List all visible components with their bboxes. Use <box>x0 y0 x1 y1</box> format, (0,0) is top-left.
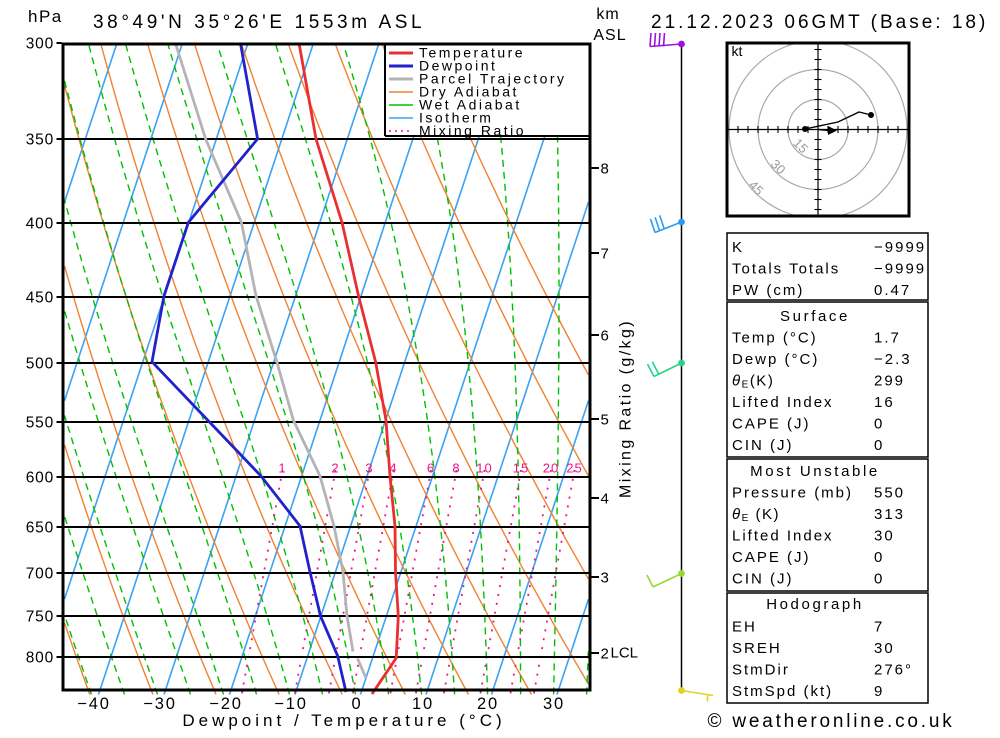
svg-text:PW (cm): PW (cm) <box>732 282 804 299</box>
svg-text:650: 650 <box>26 520 54 537</box>
svg-text:450: 450 <box>26 290 54 307</box>
svg-text:313: 313 <box>874 506 905 523</box>
svg-text:3: 3 <box>365 461 373 476</box>
svg-text:300: 300 <box>26 36 54 53</box>
svg-text:Parcel Trajectory: Parcel Trajectory <box>419 71 567 87</box>
svg-text:1.7: 1.7 <box>874 330 901 347</box>
svg-text:30: 30 <box>874 640 895 657</box>
svg-text:Lifted Index: Lifted Index <box>732 528 834 545</box>
svg-text:Hodograph: Hodograph <box>766 596 864 613</box>
svg-text:Mixing Ratio (g/kg): Mixing Ratio (g/kg) <box>618 319 635 498</box>
svg-text:Dewp (°C): Dewp (°C) <box>732 351 819 368</box>
svg-text:−10: −10 <box>274 695 307 713</box>
svg-text:ASL: ASL <box>593 27 626 44</box>
svg-text:Temp (°C): Temp (°C) <box>732 330 818 347</box>
svg-text:20: 20 <box>543 461 559 476</box>
svg-text:0: 0 <box>874 437 884 454</box>
svg-text:10: 10 <box>476 461 492 476</box>
svg-text:−9999: −9999 <box>874 239 926 256</box>
svg-text:CIN (J): CIN (J) <box>732 437 794 454</box>
svg-text:30: 30 <box>543 695 565 713</box>
svg-text:800: 800 <box>26 650 54 667</box>
svg-text:CIN (J): CIN (J) <box>732 571 794 588</box>
svg-text:1: 1 <box>278 461 286 476</box>
svg-text:550: 550 <box>874 485 905 502</box>
svg-text:6: 6 <box>427 461 435 476</box>
svg-text:2: 2 <box>601 646 609 663</box>
svg-text:θE (K): θE (K) <box>732 506 780 524</box>
svg-text:hPa: hPa <box>28 7 63 26</box>
svg-text:Wet Adiabat: Wet Adiabat <box>419 97 522 113</box>
svg-text:Dewpoint / Temperature (°C): Dewpoint / Temperature (°C) <box>182 711 505 730</box>
svg-text:−30: −30 <box>143 695 176 713</box>
svg-text:7: 7 <box>601 246 609 263</box>
svg-text:10: 10 <box>412 695 434 713</box>
svg-text:CAPE (J): CAPE (J) <box>732 549 811 566</box>
svg-text:15: 15 <box>513 461 529 476</box>
svg-text:StmSpd (kt): StmSpd (kt) <box>732 683 833 700</box>
svg-text:Pressure (mb): Pressure (mb) <box>732 485 853 502</box>
svg-text:9: 9 <box>874 683 884 700</box>
svg-text:276°: 276° <box>874 662 913 679</box>
svg-text:SREH: SREH <box>732 640 782 657</box>
svg-text:350: 350 <box>26 132 54 149</box>
svg-text:4: 4 <box>601 491 609 508</box>
svg-text:700: 700 <box>26 566 54 583</box>
svg-text:−9999: −9999 <box>874 261 926 278</box>
svg-text:30: 30 <box>874 528 895 545</box>
svg-text:0: 0 <box>874 571 884 588</box>
svg-text:Surface: Surface <box>780 308 850 325</box>
svg-text:Isotherm: Isotherm <box>419 110 493 126</box>
svg-text:StmDir: StmDir <box>732 662 790 679</box>
svg-text:km: km <box>596 6 619 23</box>
svg-text:4: 4 <box>389 461 397 476</box>
svg-text:Totals Totals: Totals Totals <box>732 261 840 278</box>
svg-text:299: 299 <box>874 373 905 390</box>
svg-text:5: 5 <box>601 412 609 429</box>
svg-text:500: 500 <box>26 356 54 373</box>
svg-text:θE(K): θE(K) <box>732 373 774 391</box>
svg-text:−20: −20 <box>209 695 242 713</box>
svg-text:0: 0 <box>352 695 363 713</box>
svg-text:kt: kt <box>732 43 743 59</box>
svg-text:550: 550 <box>26 415 54 432</box>
svg-text:21.12.2023 06GMT (Base: 18): 21.12.2023 06GMT (Base: 18) <box>651 12 988 33</box>
svg-text:25: 25 <box>566 461 582 476</box>
svg-text:8: 8 <box>452 461 460 476</box>
svg-text:Temperature: Temperature <box>419 45 525 61</box>
svg-text:© weatheronline.co.uk: © weatheronline.co.uk <box>707 711 954 732</box>
svg-text:600: 600 <box>26 470 54 487</box>
svg-text:16: 16 <box>874 394 895 411</box>
svg-text:2: 2 <box>331 461 339 476</box>
svg-text:Most Unstable: Most Unstable <box>750 463 880 480</box>
svg-text:3: 3 <box>601 570 609 587</box>
svg-text:Mixing Ratio: Mixing Ratio <box>419 123 526 139</box>
svg-text:−2.3: −2.3 <box>874 351 912 368</box>
svg-text:EH: EH <box>732 619 757 636</box>
svg-text:0: 0 <box>874 416 884 433</box>
svg-text:−40: −40 <box>77 695 110 713</box>
svg-text:0.47: 0.47 <box>874 282 911 299</box>
svg-text:750: 750 <box>26 609 54 626</box>
svg-text:38°49'N 35°26'E 1553m ASL: 38°49'N 35°26'E 1553m ASL <box>93 12 425 33</box>
svg-text:CAPE (J): CAPE (J) <box>732 416 811 433</box>
svg-text:K: K <box>732 239 744 256</box>
svg-text:7: 7 <box>874 619 884 636</box>
svg-text:0: 0 <box>874 549 884 566</box>
svg-text:8: 8 <box>601 161 609 178</box>
svg-text:Lifted Index: Lifted Index <box>732 394 834 411</box>
svg-text:6: 6 <box>601 328 609 345</box>
svg-text:LCL: LCL <box>611 645 639 662</box>
svg-text:400: 400 <box>26 216 54 233</box>
svg-text:Dewpoint: Dewpoint <box>419 58 497 74</box>
svg-text:Dry Adiabat: Dry Adiabat <box>419 84 519 100</box>
svg-text:20: 20 <box>477 695 499 713</box>
